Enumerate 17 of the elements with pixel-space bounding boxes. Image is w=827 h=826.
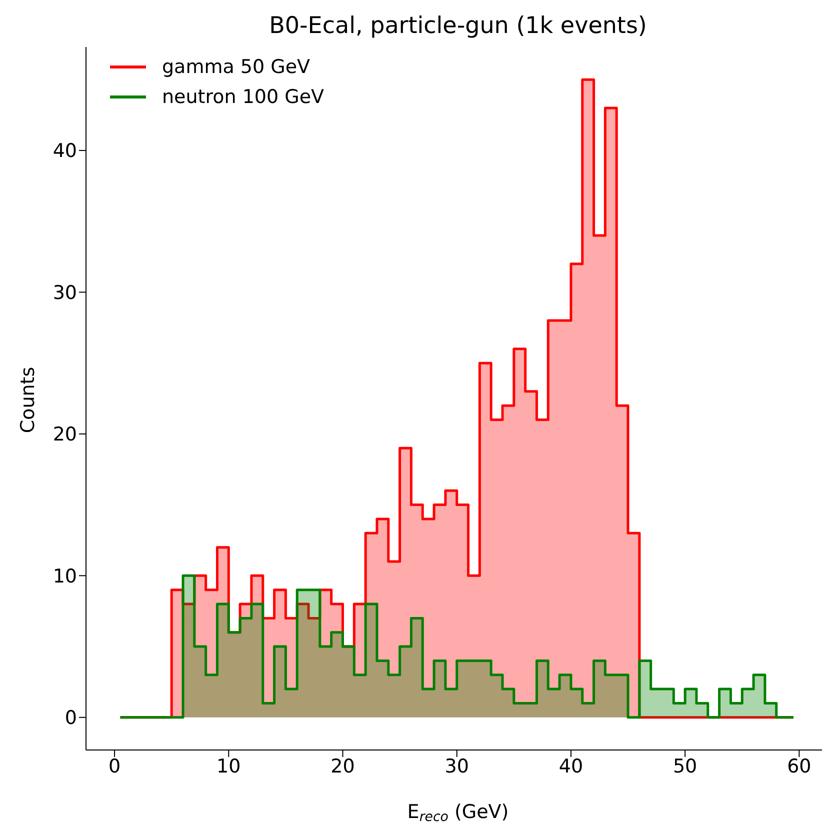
y-tick-label: 40 <box>52 140 77 162</box>
y-tick-label: 10 <box>52 565 77 588</box>
legend-label: neutron 100 GeV <box>162 85 324 110</box>
x-tick-label: 30 <box>444 755 469 778</box>
y-tick-label: 30 <box>52 282 77 304</box>
x-tick-label: 60 <box>787 755 812 778</box>
x-axis-title: E$_{reco}$ (GeV) <box>407 801 509 826</box>
x-tick-label: 20 <box>330 755 355 778</box>
x-tick-label: 50 <box>672 755 698 778</box>
x-tick-label: 40 <box>558 755 584 778</box>
legend-label: gamma 50 GeV <box>162 55 310 80</box>
y-axis-title: Counts <box>17 366 39 434</box>
chart-title: B0-Ecal, particle-gun (1k events) <box>269 13 647 39</box>
y-tick-label: 0 <box>64 707 77 730</box>
x-tick-label: 10 <box>216 755 241 778</box>
x-tick-label: 0 <box>108 755 121 778</box>
y-tick-label: 20 <box>52 424 77 446</box>
